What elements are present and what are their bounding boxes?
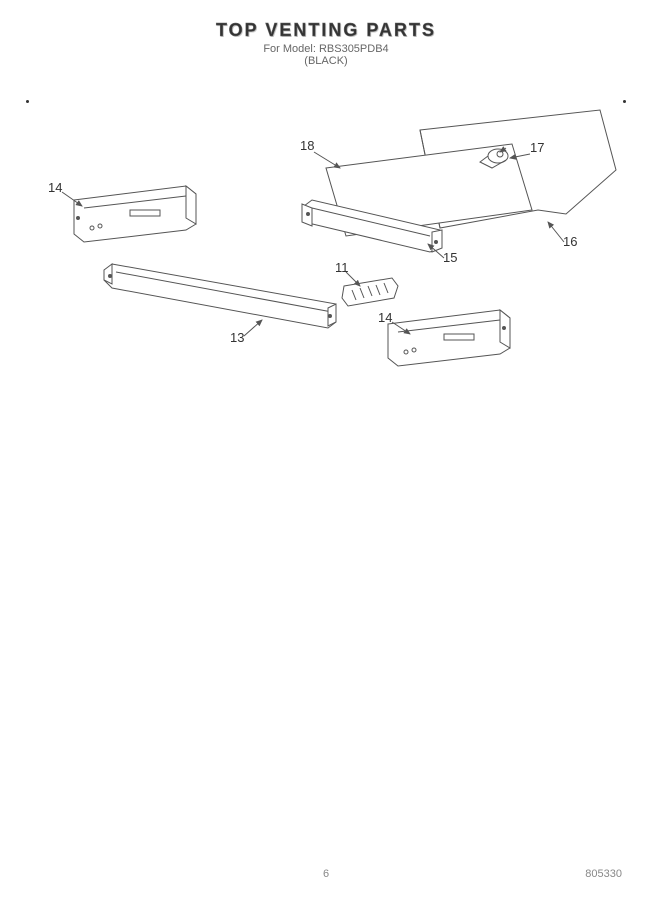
label-17: 17 <box>530 140 544 155</box>
part-14-bracket-right <box>388 310 510 366</box>
label-11: 11 <box>335 260 349 275</box>
page-number: 6 <box>323 868 329 880</box>
part-13-rail <box>104 264 336 328</box>
label-14b: 14 <box>378 310 392 325</box>
label-16: 16 <box>563 234 577 249</box>
label-18: 18 <box>300 138 314 153</box>
doc-number: 805330 <box>585 868 622 880</box>
label-15: 15 <box>443 250 457 265</box>
part-11-block <box>342 278 398 306</box>
label-14: 14 <box>48 180 62 195</box>
part-14-bracket-left <box>74 186 196 242</box>
parts-diagram <box>0 0 652 900</box>
label-13: 13 <box>230 330 244 345</box>
